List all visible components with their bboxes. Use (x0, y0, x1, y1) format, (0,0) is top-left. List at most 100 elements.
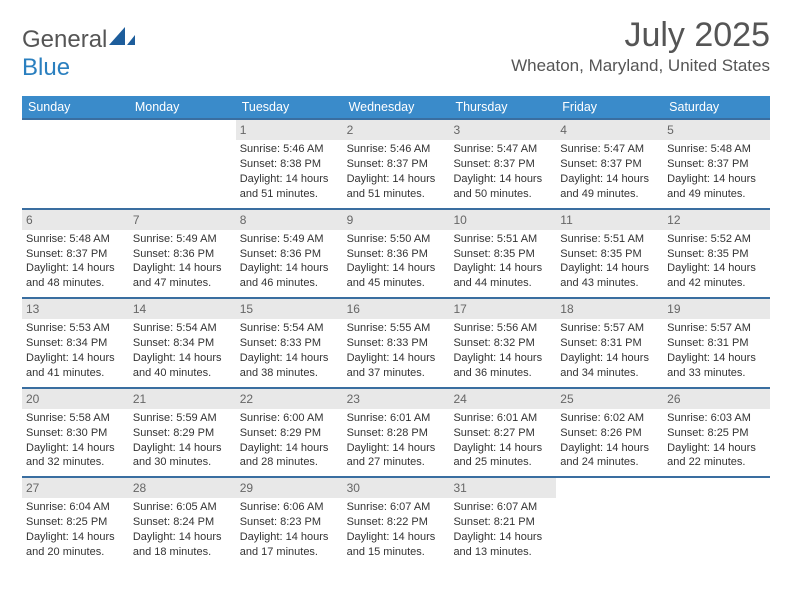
day-number: 4 (556, 120, 663, 140)
day-cell: 9Sunrise: 5:50 AMSunset: 8:36 PMDaylight… (343, 210, 450, 298)
day-cell: 18Sunrise: 5:57 AMSunset: 8:31 PMDayligh… (556, 299, 663, 387)
sunrise-line: Sunrise: 6:07 AM (453, 500, 552, 515)
sunrise-line: Sunrise: 5:48 AM (26, 232, 125, 247)
title-month: July 2025 (511, 18, 770, 52)
daylight-line-2: and 25 minutes. (453, 455, 552, 470)
daylight-line-1: Daylight: 14 hours (667, 351, 766, 366)
daylight-line-1: Daylight: 14 hours (133, 530, 232, 545)
sunrise-line: Sunrise: 6:00 AM (240, 411, 339, 426)
logo: GeneralBlue (22, 26, 135, 82)
day-number: 10 (449, 210, 556, 230)
daylight-line-2: and 38 minutes. (240, 366, 339, 381)
sunrise-line: Sunrise: 5:51 AM (560, 232, 659, 247)
daylight-line-1: Daylight: 14 hours (453, 261, 552, 276)
dow-cell: Monday (129, 96, 236, 118)
sunrise-line: Sunrise: 6:02 AM (560, 411, 659, 426)
daylight-line-2: and 41 minutes. (26, 366, 125, 381)
day-number: 13 (22, 299, 129, 319)
sunset-line: Sunset: 8:22 PM (347, 515, 446, 530)
sunrise-line: Sunrise: 6:04 AM (26, 500, 125, 515)
sunrise-line: Sunrise: 6:01 AM (453, 411, 552, 426)
sunrise-line: Sunrise: 5:49 AM (133, 232, 232, 247)
daylight-line-2: and 51 minutes. (240, 187, 339, 202)
daylight-line-1: Daylight: 14 hours (560, 441, 659, 456)
day-number: 11 (556, 210, 663, 230)
daylight-line-1: Daylight: 14 hours (453, 172, 552, 187)
daylight-line-2: and 44 minutes. (453, 276, 552, 291)
day-cell: 10Sunrise: 5:51 AMSunset: 8:35 PMDayligh… (449, 210, 556, 298)
day-number: 19 (663, 299, 770, 319)
day-cell: 30Sunrise: 6:07 AMSunset: 8:22 PMDayligh… (343, 478, 450, 566)
day-cell: 14Sunrise: 5:54 AMSunset: 8:34 PMDayligh… (129, 299, 236, 387)
day-number: 3 (449, 120, 556, 140)
day-number: 26 (663, 389, 770, 409)
sunset-line: Sunset: 8:37 PM (453, 157, 552, 172)
day-cell: 26Sunrise: 6:03 AMSunset: 8:25 PMDayligh… (663, 389, 770, 477)
daylight-line-1: Daylight: 14 hours (240, 351, 339, 366)
sunset-line: Sunset: 8:35 PM (667, 247, 766, 262)
day-number: 30 (343, 478, 450, 498)
day-cell: 24Sunrise: 6:01 AMSunset: 8:27 PMDayligh… (449, 389, 556, 477)
daylight-line-2: and 32 minutes. (26, 455, 125, 470)
daylight-line-2: and 22 minutes. (667, 455, 766, 470)
sunrise-line: Sunrise: 5:47 AM (560, 142, 659, 157)
daylight-line-1: Daylight: 14 hours (240, 530, 339, 545)
day-cell: 16Sunrise: 5:55 AMSunset: 8:33 PMDayligh… (343, 299, 450, 387)
day-cell: 11Sunrise: 5:51 AMSunset: 8:35 PMDayligh… (556, 210, 663, 298)
daylight-line-2: and 49 minutes. (667, 187, 766, 202)
sunset-line: Sunset: 8:21 PM (453, 515, 552, 530)
day-number: 1 (236, 120, 343, 140)
daylight-line-2: and 36 minutes. (453, 366, 552, 381)
daylight-line-2: and 18 minutes. (133, 545, 232, 560)
daylight-line-1: Daylight: 14 hours (347, 172, 446, 187)
daylight-line-1: Daylight: 14 hours (347, 351, 446, 366)
daylight-line-1: Daylight: 14 hours (347, 441, 446, 456)
day-cell: 5Sunrise: 5:48 AMSunset: 8:37 PMDaylight… (663, 120, 770, 208)
daylight-line-1: Daylight: 14 hours (560, 261, 659, 276)
day-cell: 28Sunrise: 6:05 AMSunset: 8:24 PMDayligh… (129, 478, 236, 566)
daylight-line-2: and 45 minutes. (347, 276, 446, 291)
day-cell: 31Sunrise: 6:07 AMSunset: 8:21 PMDayligh… (449, 478, 556, 566)
day-cell: 2Sunrise: 5:46 AMSunset: 8:37 PMDaylight… (343, 120, 450, 208)
sunset-line: Sunset: 8:34 PM (26, 336, 125, 351)
day-cell: 13Sunrise: 5:53 AMSunset: 8:34 PMDayligh… (22, 299, 129, 387)
daylight-line-1: Daylight: 14 hours (453, 351, 552, 366)
sunset-line: Sunset: 8:36 PM (240, 247, 339, 262)
day-number: 31 (449, 478, 556, 498)
daylight-line-1: Daylight: 14 hours (133, 441, 232, 456)
dow-cell: Thursday (449, 96, 556, 118)
day-number: 9 (343, 210, 450, 230)
day-number: 14 (129, 299, 236, 319)
daylight-line-2: and 24 minutes. (560, 455, 659, 470)
sunrise-line: Sunrise: 5:47 AM (453, 142, 552, 157)
sunrise-line: Sunrise: 5:48 AM (667, 142, 766, 157)
day-cell: 15Sunrise: 5:54 AMSunset: 8:33 PMDayligh… (236, 299, 343, 387)
dow-cell: Friday (556, 96, 663, 118)
day-cell: 6Sunrise: 5:48 AMSunset: 8:37 PMDaylight… (22, 210, 129, 298)
day-cell: 27Sunrise: 6:04 AMSunset: 8:25 PMDayligh… (22, 478, 129, 566)
sunset-line: Sunset: 8:23 PM (240, 515, 339, 530)
daylight-line-1: Daylight: 14 hours (347, 261, 446, 276)
daylight-line-2: and 42 minutes. (667, 276, 766, 291)
daylight-line-2: and 37 minutes. (347, 366, 446, 381)
day-number: 27 (22, 478, 129, 498)
sunrise-line: Sunrise: 5:59 AM (133, 411, 232, 426)
daylight-line-2: and 46 minutes. (240, 276, 339, 291)
sunset-line: Sunset: 8:30 PM (26, 426, 125, 441)
sunrise-line: Sunrise: 5:49 AM (240, 232, 339, 247)
day-number: 8 (236, 210, 343, 230)
day-cell: 0 (556, 478, 663, 566)
sunset-line: Sunset: 8:29 PM (133, 426, 232, 441)
sunset-line: Sunset: 8:26 PM (560, 426, 659, 441)
day-number: 6 (22, 210, 129, 230)
daylight-line-1: Daylight: 14 hours (26, 530, 125, 545)
sunset-line: Sunset: 8:36 PM (347, 247, 446, 262)
sunset-line: Sunset: 8:37 PM (347, 157, 446, 172)
sunrise-line: Sunrise: 6:07 AM (347, 500, 446, 515)
daylight-line-2: and 50 minutes. (453, 187, 552, 202)
title-location: Wheaton, Maryland, United States (511, 56, 770, 76)
daylight-line-2: and 13 minutes. (453, 545, 552, 560)
sunrise-line: Sunrise: 5:58 AM (26, 411, 125, 426)
sunrise-line: Sunrise: 5:56 AM (453, 321, 552, 336)
weeks-container: 001Sunrise: 5:46 AMSunset: 8:38 PMDaylig… (22, 118, 770, 566)
